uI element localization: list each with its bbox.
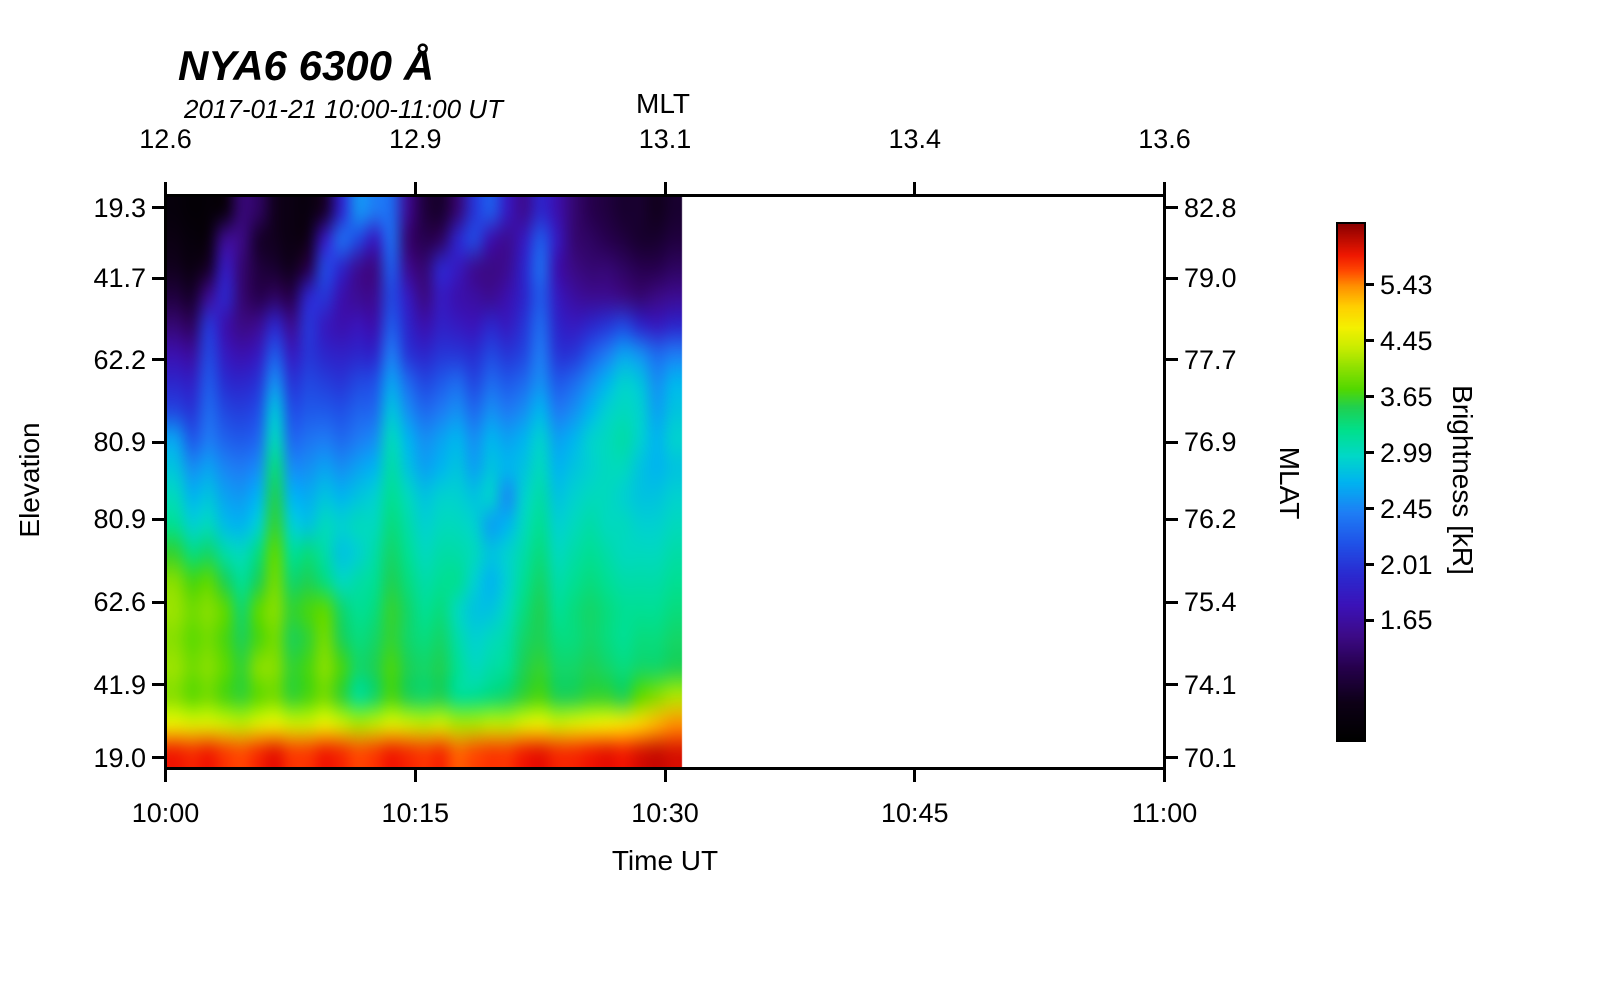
y-left-axis-tick [152, 358, 164, 362]
y-right-axis-tick [1166, 600, 1178, 604]
top-axis-tick-label: 12.9 [388, 124, 442, 154]
colorbar-tick [1366, 618, 1374, 622]
colorbar-tick [1366, 507, 1374, 511]
x-axis-tick [913, 770, 917, 782]
top-axis-tick [913, 182, 917, 194]
top-axis-tick [413, 182, 417, 194]
y-right-tick-label: 77.7 [1184, 344, 1237, 375]
x-axis-tick [663, 770, 667, 782]
figure-title: NYA6 6300 Å [178, 42, 435, 89]
y-left-tick-label: 19.0 [93, 742, 146, 773]
y-left-axis-tick [152, 440, 164, 444]
y-right-axis-tick [1166, 440, 1178, 444]
x-axis-tick-label: 10:30 [631, 798, 699, 828]
x-axis-tick [413, 770, 417, 782]
colorbar-tick-label: 2.01 [1380, 549, 1433, 580]
x-axis-tick-label: 11:00 [1131, 798, 1198, 828]
y-left-tick-label: 41.7 [93, 263, 146, 293]
y-right-axis-tick [1166, 756, 1178, 760]
colorbar-canvas [1338, 224, 1364, 740]
y-left-axis-tick [152, 683, 164, 687]
colorbar-tick [1366, 395, 1374, 399]
top-axis-tick-label: 13.4 [888, 124, 942, 154]
y-right-tick-label: 76.2 [1184, 504, 1237, 535]
top-axis-title: MLT [636, 88, 690, 119]
y-right-tick-label: 76.9 [1184, 427, 1237, 458]
y-right-axis-tick [1166, 358, 1178, 362]
y-right-axis-tick [1166, 276, 1178, 280]
colorbar [1336, 222, 1366, 742]
top-axis-tick [164, 182, 167, 194]
y-right-axis-tick [1166, 683, 1178, 687]
colorbar-title: Brightness [kR] [1447, 385, 1478, 575]
y-left-tick-label: 62.6 [93, 587, 146, 618]
x-axis-tick [1163, 770, 1166, 782]
top-axis-tick-label: 12.6 [139, 124, 192, 154]
y-left-tick-label: 62.2 [93, 344, 146, 375]
top-axis-tick-label: 13.6 [1138, 124, 1191, 154]
y-left-axis-tick [152, 206, 164, 210]
y-right-tick-label: 74.1 [1184, 669, 1237, 700]
figure-subtitle: 2017-01-21 10:00-11:00 UT [184, 94, 503, 124]
y-right-tick-label: 70.1 [1184, 742, 1237, 773]
y-right-tick-label: 75.4 [1184, 587, 1237, 618]
colorbar-tick [1366, 283, 1374, 287]
x-axis-tick-label: 10:45 [880, 798, 949, 828]
y-right-axis-tick [1166, 206, 1178, 210]
plot-frame [164, 194, 1166, 770]
colorbar-tick-label: 3.65 [1380, 381, 1433, 412]
top-axis-tick [663, 182, 667, 194]
y-right-tick-label: 79.0 [1184, 263, 1237, 293]
x-axis-title: Time UT [611, 845, 719, 876]
heatmap-canvas [167, 197, 1163, 767]
top-axis-tick-label: 13.1 [638, 124, 692, 154]
y-left-axis-tick [152, 600, 164, 604]
y-left-axis-tick [152, 276, 164, 280]
x-axis-tick-label: 10:00 [131, 798, 200, 828]
colorbar-tick-label: 5.43 [1380, 269, 1433, 300]
colorbar-tick [1366, 563, 1374, 567]
x-axis-tick-label: 10:15 [381, 798, 450, 828]
y-left-tick-label: 41.9 [93, 669, 146, 700]
colorbar-tick-label: 4.45 [1380, 325, 1433, 356]
y-right-axis-tick [1166, 517, 1178, 521]
y-left-tick-label: 80.9 [93, 504, 146, 535]
y-left-axis-tick [152, 517, 164, 521]
y-right-tick-label: 82.8 [1184, 192, 1237, 223]
y-left-tick-label: 19.3 [93, 192, 146, 223]
colorbar-tick [1366, 339, 1374, 343]
colorbar-tick [1366, 451, 1374, 455]
colorbar-tick-label: 2.99 [1380, 437, 1433, 468]
right-axis-title: MLAT [1274, 446, 1305, 520]
top-axis-tick [1163, 182, 1166, 194]
colorbar-tick-label: 2.45 [1380, 493, 1433, 524]
x-axis-tick [164, 770, 167, 782]
colorbar-tick-label: 1.65 [1380, 605, 1433, 636]
y-left-tick-label: 80.9 [93, 427, 146, 458]
y-left-axis-tick [152, 756, 164, 760]
